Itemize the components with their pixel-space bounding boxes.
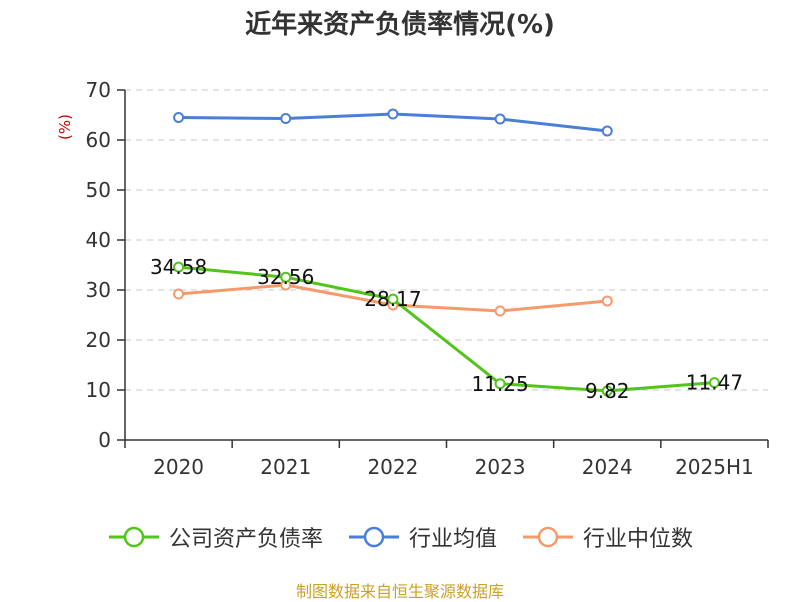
legend-item-2[interactable]: 行业中位数 [521,521,693,553]
legend-label: 行业中位数 [583,527,694,552]
data-label: 32.56 [257,265,314,289]
x-tick-label: 2022 [367,455,418,479]
series-1-point[interactable] [387,108,399,120]
x-tick-label: 2025H1 [675,455,754,479]
x-tick-label: 2020 [153,455,204,479]
legend-swatch [348,526,399,548]
series-0-point[interactable] [601,385,613,397]
legend-item-0[interactable]: 公司资产负债率 [107,521,323,553]
series-2-point[interactable] [173,288,185,300]
x-tick-label: 2021 [260,455,311,479]
series-1-point[interactable] [280,113,292,124]
y-axis-unit-label: (%) [56,114,74,140]
data-label-layer: 34.58 32.56 28.17 11.25 9.82 11.47 [150,255,743,403]
y-tick-label: 30 [86,278,111,302]
series-0-point[interactable] [387,293,399,305]
x-tick-label: 2023 [475,455,526,479]
series-2-point[interactable] [494,305,506,317]
x-tick-label: 2024 [582,455,633,479]
series-1-point[interactable] [601,125,613,137]
legend-item-1[interactable]: 行业均值 [347,521,497,553]
grid-layer [125,89,768,391]
y-tick-label: 20 [86,328,111,352]
legend-swatch-marker [363,526,385,548]
series-2-point[interactable] [601,295,613,307]
legend-swatch [108,526,159,548]
series-line-0 [178,265,715,393]
axis-layer: 0 10 20 30 40 50 60 70 2020 2021 2022 2023 2024 2025H… [86,78,769,479]
legend: 公司资产负债率 行业均值 行业中位数 [0,520,800,554]
legend-label: 行业均值 [408,527,497,552]
series-0-point[interactable] [494,378,506,390]
y-tick-label: 10 [86,378,111,402]
chart-title: 近年来资产负债率情况(%) [245,10,555,40]
y-tick-label: 0 [98,428,111,452]
data-label: 11.47 [686,371,743,395]
series-0-point[interactable] [173,261,185,273]
legend-swatch-marker [537,526,559,548]
y-tick-label: 60 [86,128,111,152]
legend-label: 公司资产负债率 [168,527,323,552]
legend-swatch [523,526,573,548]
legend-swatch-marker [123,526,145,548]
data-source-note: 制图数据来自恒生聚源数据库 [295,582,504,601]
series-0-point[interactable] [708,377,720,389]
y-tick-label: 50 [86,178,111,202]
series-0-point[interactable] [280,271,292,283]
series-1-point[interactable] [173,112,185,123]
series-1-point[interactable] [494,113,506,125]
data-label: 34.58 [150,255,207,279]
y-tick-label: 70 [86,78,111,102]
series-layer [173,108,720,397]
data-label: 9.82 [585,379,630,403]
data-label: 11.25 [471,372,528,396]
data-label: 28.17 [364,287,421,311]
y-tick-label: 40 [86,228,111,252]
